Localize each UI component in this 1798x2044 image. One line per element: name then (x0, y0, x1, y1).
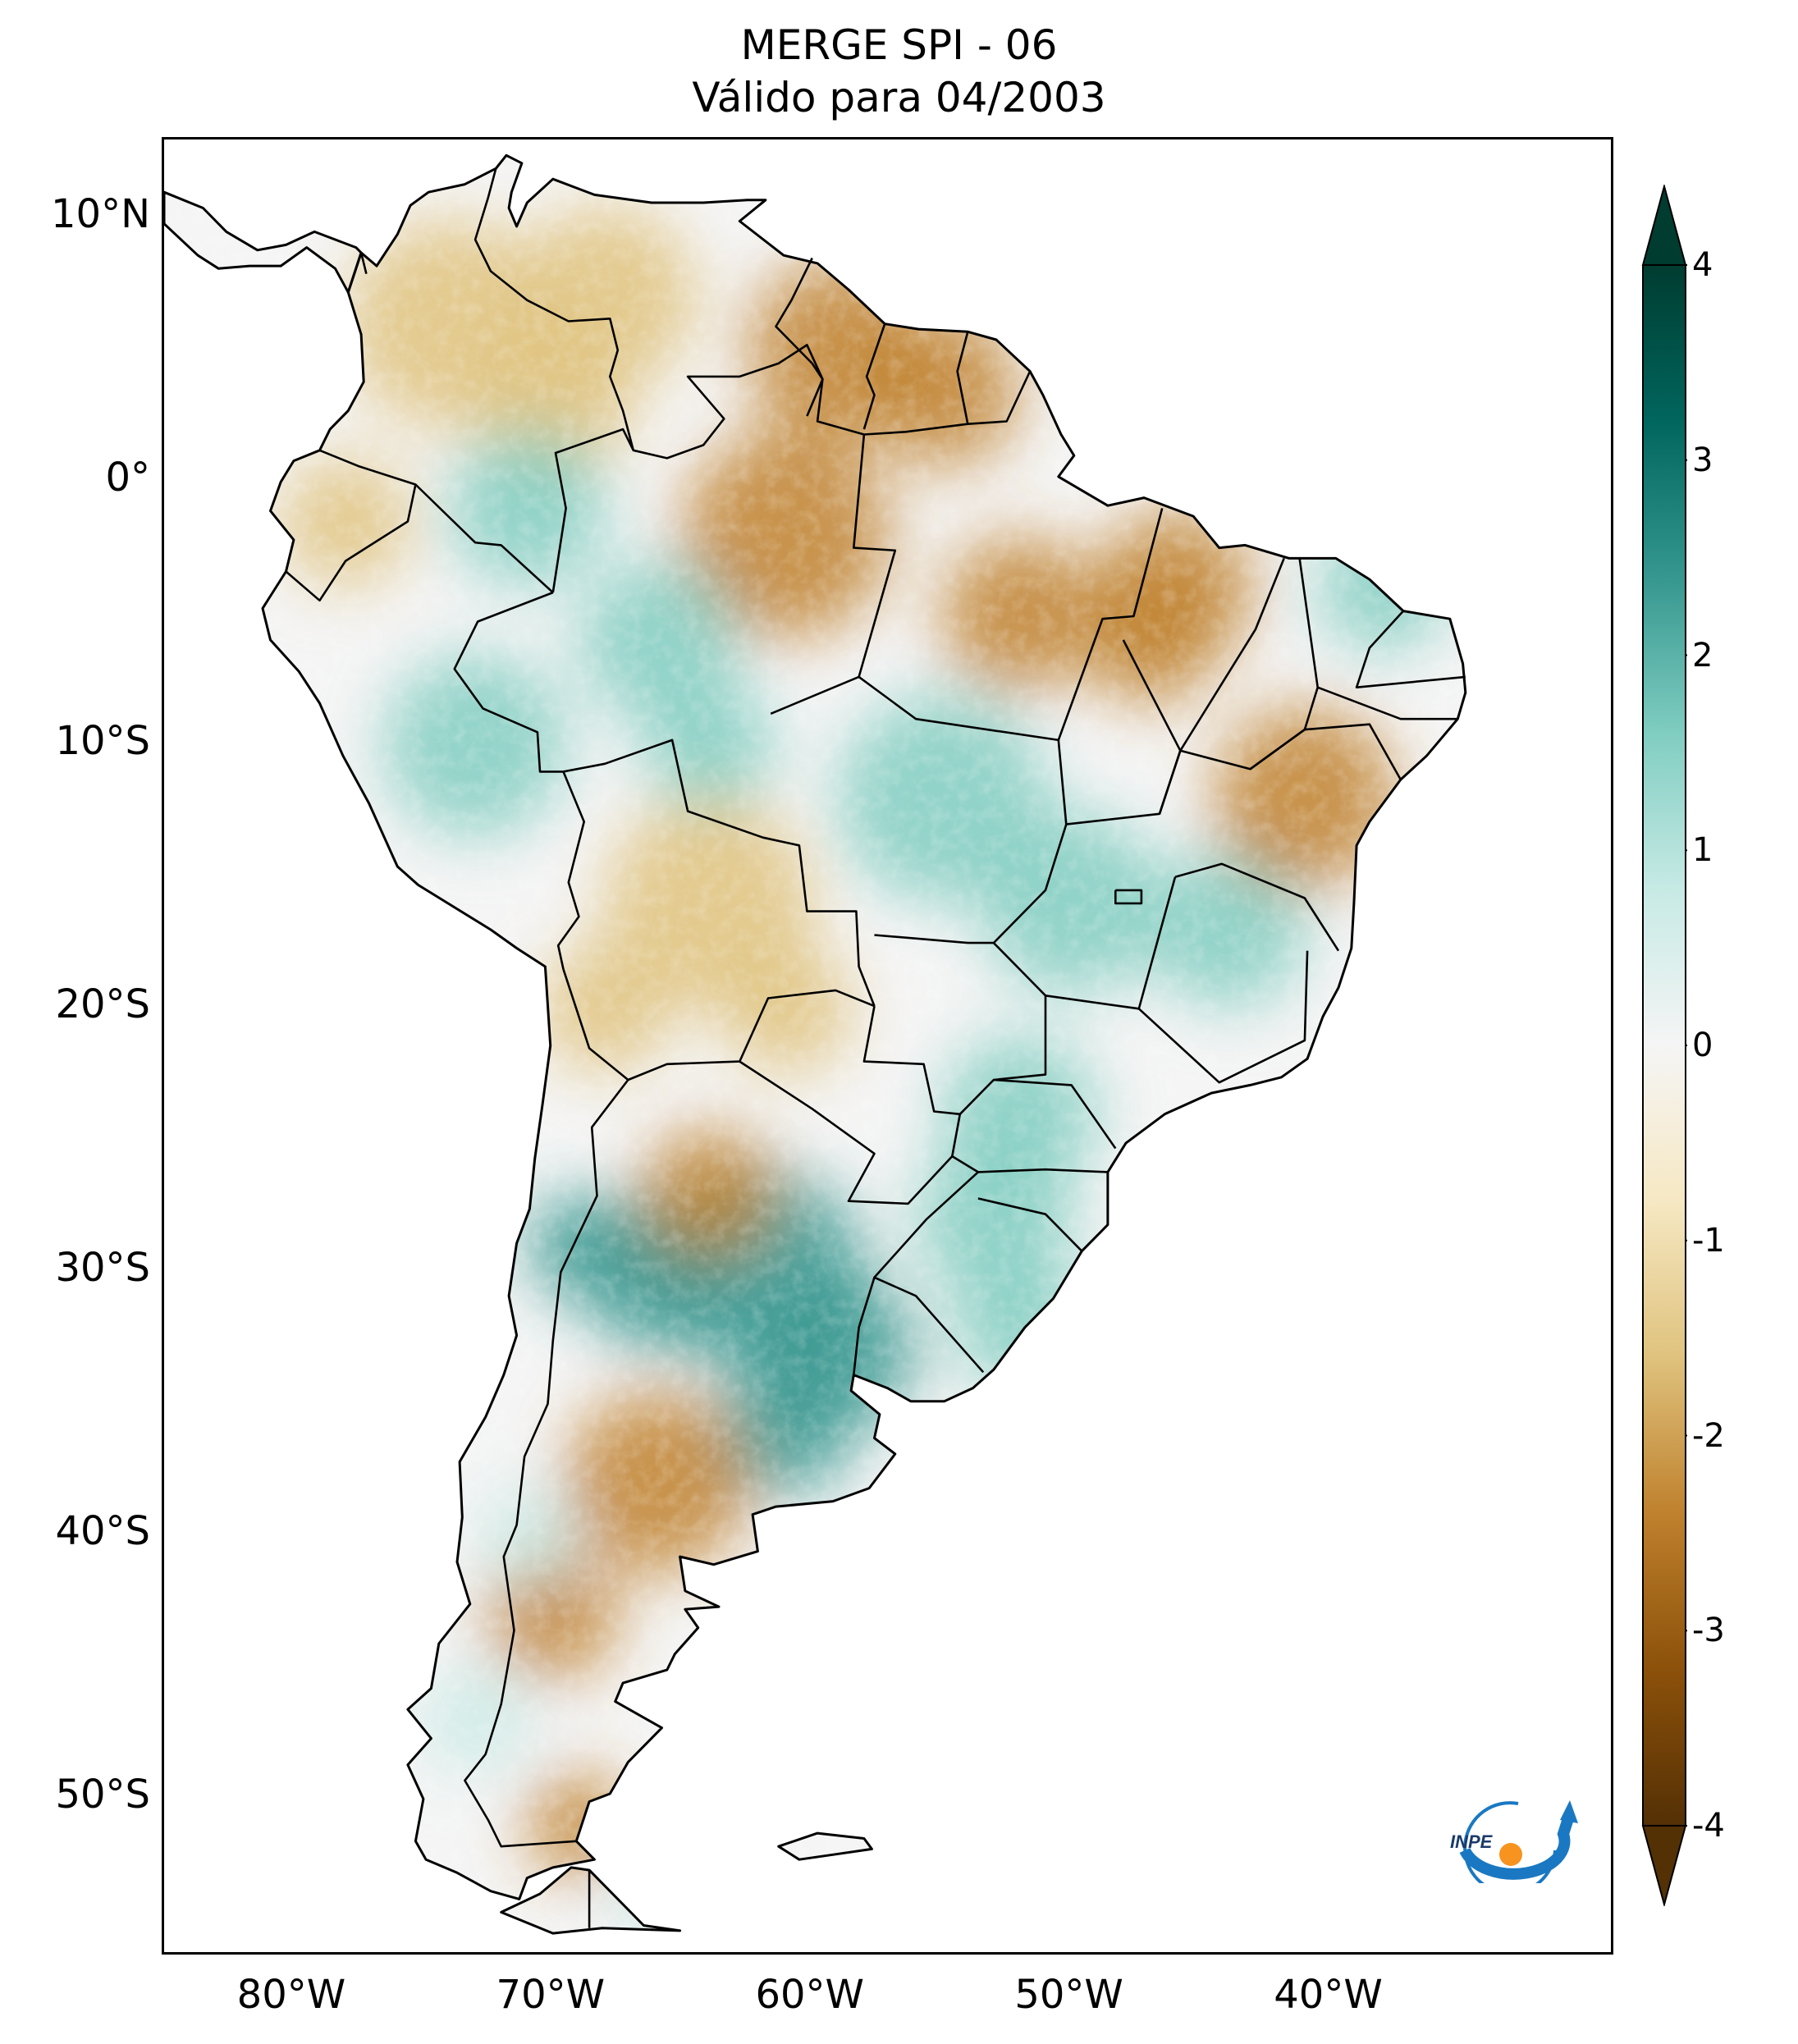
state-para-mato-grosso (858, 675, 1059, 742)
border-guyana-suriname (862, 323, 886, 430)
map-subtitle: Válido para 04/2003 (692, 74, 1106, 121)
logo-dot (1499, 1843, 1522, 1866)
state-mg-sp-rj-es (1137, 950, 1309, 1084)
border-paraguay-argentina (739, 1060, 954, 1205)
falkland-coastline (777, 1831, 873, 1861)
map-title: MERGE SPI - 06 (740, 21, 1058, 69)
border-colombia-venezuela (474, 167, 635, 451)
colorbar-tick-label: -1 (1692, 1221, 1725, 1260)
state-mt-go (992, 824, 1068, 997)
colorbar-tick-label: -2 (1692, 1416, 1725, 1455)
state-mt-ms (874, 934, 994, 944)
border-colombia-ecuador-peru (319, 449, 554, 594)
colorbar-upper-extend (1641, 185, 1687, 266)
state-ceara-rn-pb (1355, 610, 1466, 688)
border-suriname-guiana (956, 331, 969, 424)
logo-arc-thick (1459, 1811, 1576, 1880)
state-amazonas-para (770, 434, 897, 715)
border-bolivia-paraguay-argentina (627, 989, 875, 1081)
lat-label: 10°S (55, 718, 150, 765)
border-argentina-brazil-uruguay (873, 1155, 985, 1374)
colorbar-tick-label: 4 (1692, 246, 1713, 284)
logo-arrow-head (1560, 1800, 1578, 1823)
lon-label: 60°W (755, 1972, 864, 2018)
logo-orbit-thin (1463, 1801, 1557, 1883)
continent-coastline (261, 153, 1467, 1900)
state-bahia (1158, 723, 1402, 815)
lon-label: 70°W (496, 1972, 606, 2018)
border-brazil-north (551, 344, 1032, 593)
colorbar-lower-extend (1641, 1825, 1687, 1906)
colorbar-tick-label: 2 (1692, 636, 1713, 674)
colorbar-tick-label: -3 (1692, 1612, 1725, 1650)
lat-label: 0° (105, 455, 150, 501)
state-bahia-mg (1174, 862, 1340, 952)
state-ms-sp-pr (958, 995, 1047, 1115)
border-paraguay-brazil (862, 1005, 962, 1157)
coastline (164, 153, 1467, 1935)
map-canvas (164, 153, 1467, 1935)
border-brazil-bolivia (563, 738, 876, 1007)
lon-label: 40°W (1274, 1972, 1383, 2018)
central-america-coastline (164, 190, 363, 294)
lat-label: 20°S (55, 981, 150, 1028)
border-panama-colombia (359, 252, 368, 275)
inpe-logo: INPE (1450, 1800, 1578, 1883)
spi-blob-southern-chile-wet (617, 1865, 696, 1934)
border-ecuador-peru (285, 484, 417, 602)
colorbar (1641, 185, 1687, 1906)
colorbar-tick-label: 1 (1692, 831, 1713, 870)
lat-label: 10°N (51, 191, 150, 238)
colorbar-tick-label: 0 (1692, 1027, 1713, 1064)
border-uruguay-argentina (853, 1277, 876, 1375)
state-para-tocantins-ma (1057, 508, 1164, 741)
colorbar-tick-label: -4 (1692, 1807, 1725, 1845)
spi-field (164, 155, 1466, 1934)
state-pe-al (1317, 686, 1458, 720)
state-maranhao-piaui (1179, 557, 1285, 752)
state-df (1114, 889, 1143, 905)
border-chile-bolivia-argentina (464, 968, 629, 1848)
state-sc-rs (977, 1197, 1083, 1252)
colorbar-tick-label: 3 (1692, 441, 1713, 479)
lon-label: 80°W (236, 1972, 346, 2018)
tierra-del-fuego-coastline (500, 1866, 682, 1935)
map-panel (162, 137, 1613, 1955)
lon-label: 50°W (1014, 1972, 1123, 2018)
state-sp-pr (993, 1078, 1117, 1150)
lat-label: 30°S (55, 1245, 150, 1292)
state-pr-sc (977, 1168, 1108, 1173)
border-peru-brazil-bolivia (453, 591, 585, 970)
logo-text: INPE (1450, 1831, 1494, 1852)
lat-label: 40°S (55, 1508, 150, 1555)
lat-label: 50°S (55, 1772, 150, 1818)
colorbar-scale (1642, 264, 1686, 1827)
political-borders (285, 167, 1466, 1928)
